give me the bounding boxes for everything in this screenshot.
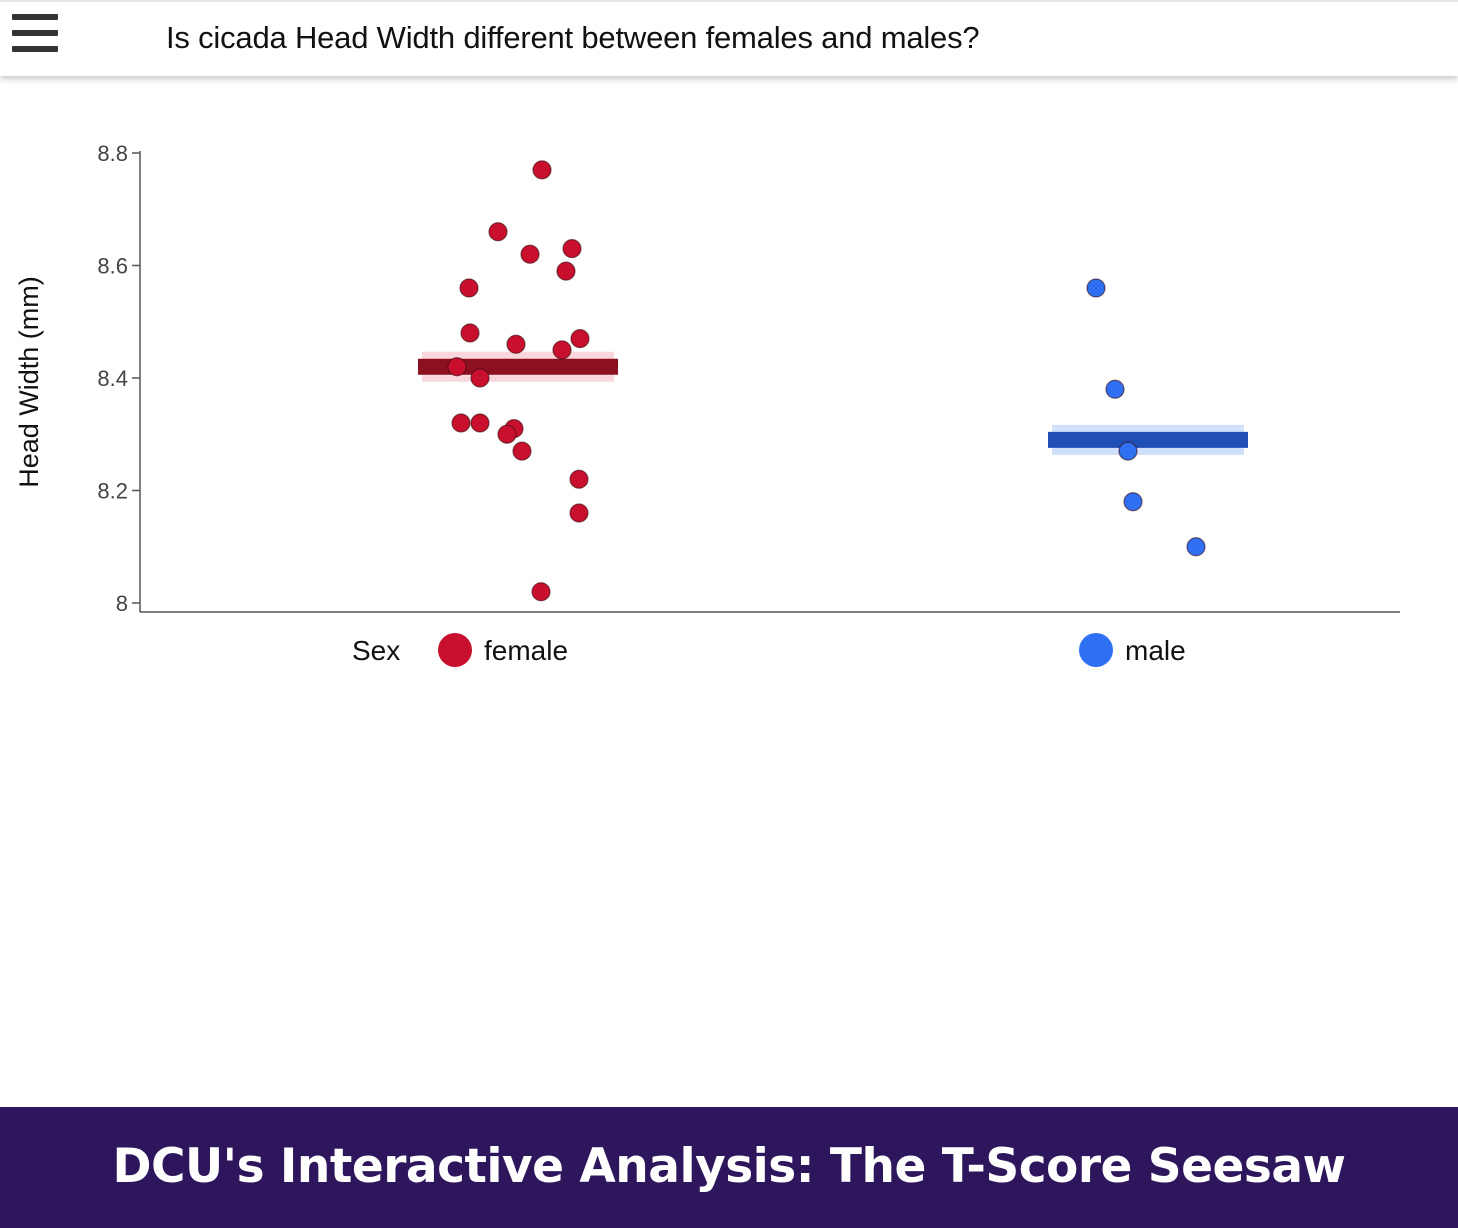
data-point-female: [520, 244, 540, 264]
data-point-male: [1105, 379, 1125, 399]
page-title: Is cicada Head Width different between f…: [166, 20, 980, 55]
data-point-male: [1118, 441, 1138, 461]
y-tick-label: 8.4: [97, 366, 128, 391]
legend-marker-female: [438, 633, 472, 667]
data-point-female: [562, 239, 582, 259]
y-axis-label: Head Width (mm): [14, 276, 44, 488]
legend-label-female: female: [484, 635, 568, 666]
y-tick-label: 8.2: [97, 479, 128, 504]
data-point-female: [569, 503, 589, 523]
footer-banner: DCU's Interactive Analysis: The T-Score …: [0, 1107, 1458, 1228]
data-point-female: [447, 357, 467, 377]
footer-text: DCU's Interactive Analysis: The T-Score …: [112, 1139, 1346, 1194]
data-point-male: [1086, 278, 1106, 298]
data-point-female: [532, 160, 552, 180]
y-tick-label: 8.6: [97, 254, 128, 279]
data-point-female: [556, 261, 576, 281]
legend-title: Sex: [352, 635, 400, 666]
top-bar: Is cicada Head Width different between f…: [0, 0, 1458, 76]
data-point-male: [1123, 492, 1143, 512]
y-tick-label: 8: [116, 591, 128, 616]
data-point-female: [569, 469, 589, 489]
data-point-female: [451, 413, 471, 433]
dot-plot-chart: 8 8.2 8.4 8.6 8.8 Head Width (mm) Sex female mal…: [14, 141, 1400, 667]
data-point-female: [512, 441, 532, 461]
data-point-female: [460, 323, 480, 343]
y-tick-label: 8.8: [97, 141, 128, 166]
data-point-female: [470, 368, 490, 388]
data-point-female: [552, 340, 572, 360]
mean-bar-male: [1048, 431, 1248, 448]
hamburger-menu-icon[interactable]: [12, 14, 58, 56]
mean-bar-female: [418, 358, 618, 375]
data-point-female: [459, 278, 479, 298]
data-point-female: [488, 222, 508, 242]
data-point-female: [531, 582, 551, 602]
legend-marker-male: [1079, 633, 1113, 667]
data-point-female: [470, 413, 490, 433]
data-point-male: [1186, 537, 1206, 557]
data-point-female: [506, 334, 526, 354]
data-point-female: [497, 424, 517, 444]
legend-label-male: male: [1125, 635, 1186, 666]
data-point-female: [570, 329, 590, 349]
